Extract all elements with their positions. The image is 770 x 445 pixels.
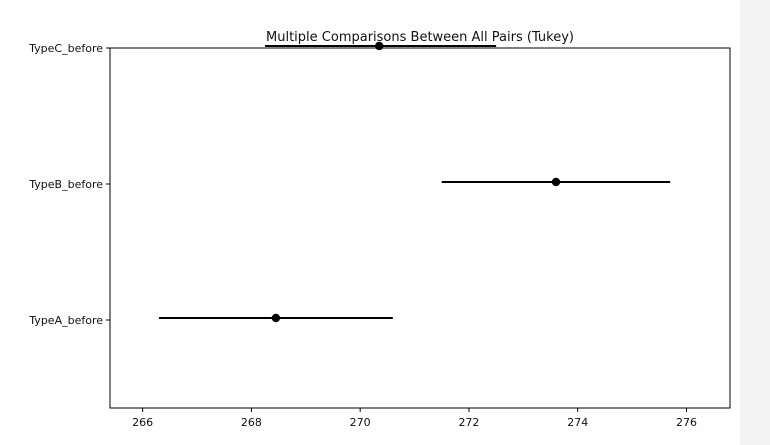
x-tick-label: 276: [676, 416, 697, 429]
x-tick-label: 270: [350, 416, 371, 429]
y-tick-label: TypeC_before: [28, 42, 103, 55]
x-tick-label: 266: [132, 416, 153, 429]
x-tick-label: 268: [241, 416, 262, 429]
x-tick-label: 272: [458, 416, 479, 429]
y-tick-label: TypeA_before: [28, 314, 103, 327]
plot-area: [109, 47, 731, 409]
chart-title: Multiple Comparisons Between All Pairs (…: [266, 30, 574, 45]
y-tick-label: TypeB_before: [28, 178, 103, 191]
x-tick-label: 274: [567, 416, 588, 429]
chart-marks: 266 268 270 272 274 276 TypeA_before TypeB_befo…: [28, 41, 697, 429]
mean-point: [551, 177, 561, 187]
mean-point: [375, 41, 384, 51]
mean-point: [271, 313, 281, 323]
background-shade: [740, 0, 770, 445]
